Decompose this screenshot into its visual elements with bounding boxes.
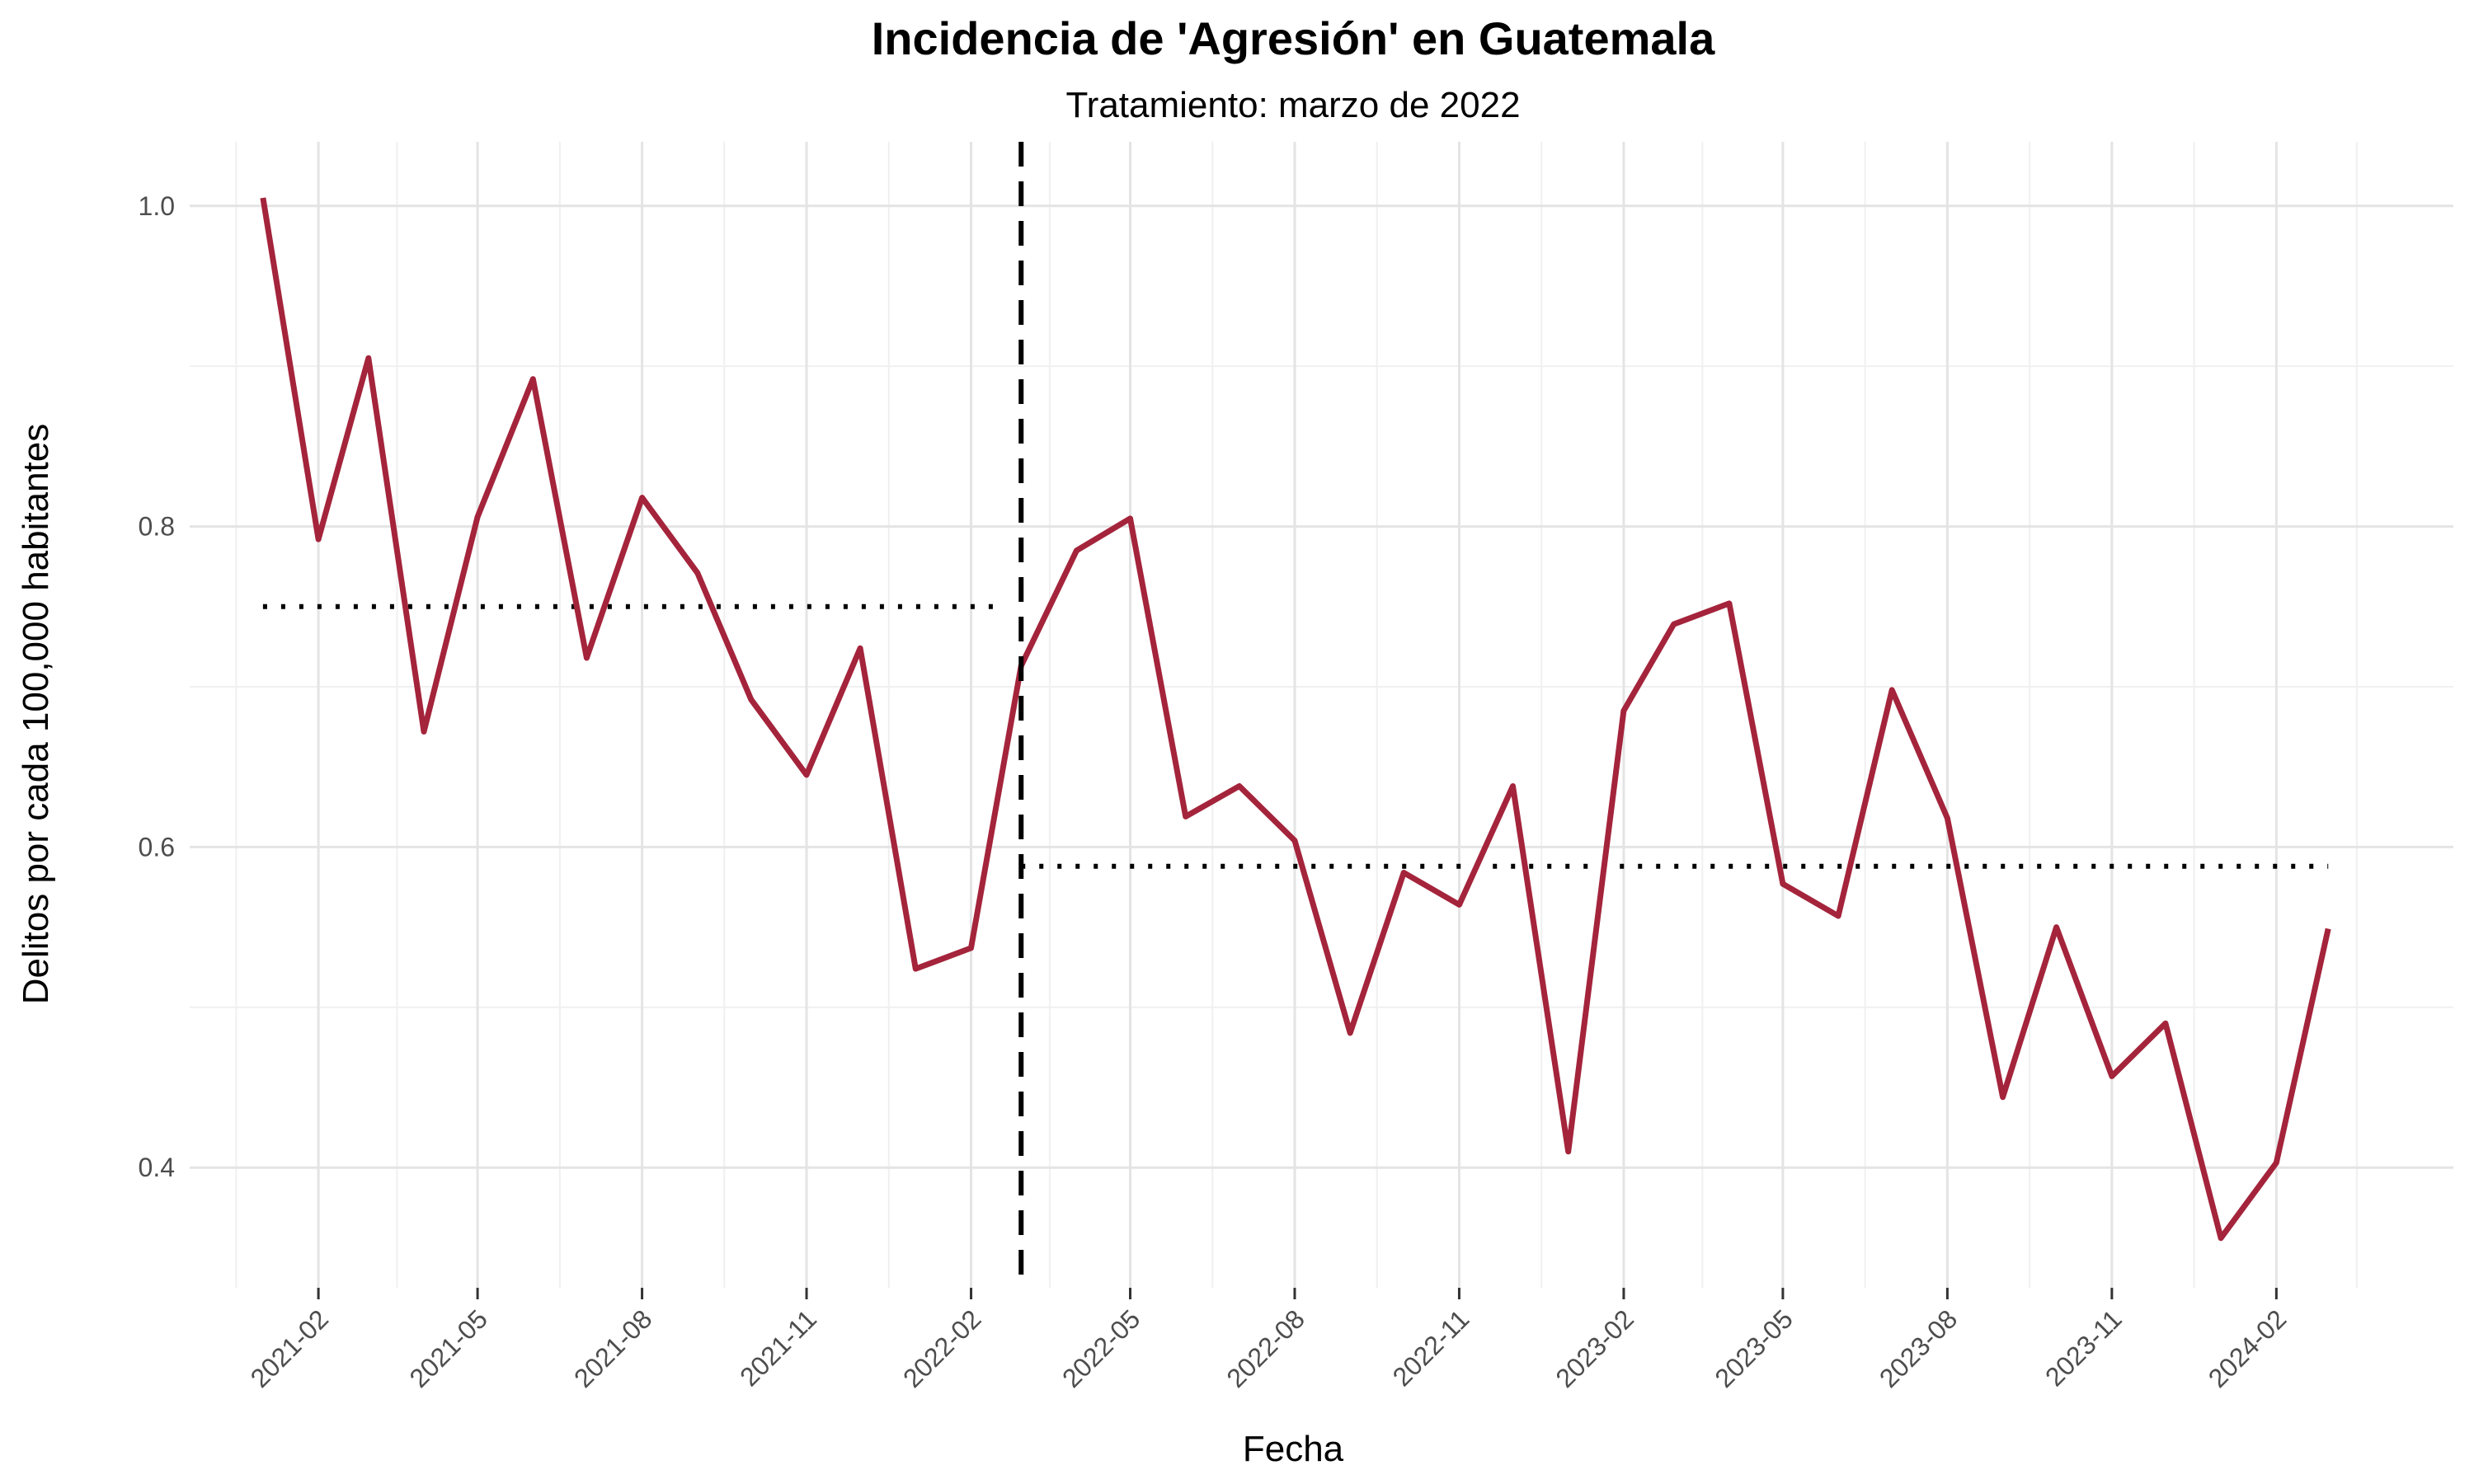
x-tick-label: 2023-02: [1550, 1303, 1639, 1392]
chart-title: Incidencia de 'Agresión' en Guatemala: [872, 12, 1715, 64]
x-tick-label: 2024-02: [2203, 1303, 2292, 1392]
x-tick-label: 2023-11: [2039, 1303, 2128, 1392]
chart-subtitle: Tratamiento: marzo de 2022: [1065, 85, 1520, 125]
y-tick-label: 0.6: [139, 832, 175, 862]
major-gridlines: [190, 142, 2453, 1288]
x-tick-label: 2023-05: [1709, 1303, 1798, 1392]
x-axis-title: Fecha: [1243, 1429, 1344, 1469]
y-tick-labels: 0.4 0.6 0.8 1.0: [139, 191, 175, 1182]
y-axis-title: Delitos por cada 100,000 habitantes: [16, 424, 56, 1005]
x-tick-label: 2021-11: [734, 1303, 822, 1392]
y-tick-label: 0.4: [139, 1153, 175, 1182]
x-tick-labels: 2021-02 2021-05 2021-08 2021-11 2022-02 2022-…: [245, 1288, 2292, 1393]
x-tick-label: 2021-02: [245, 1303, 334, 1392]
minor-gridlines: [190, 142, 2453, 1288]
mean-lines: [262, 603, 2329, 869]
y-tick-label: 0.8: [139, 512, 175, 542]
x-tick-label: 2021-05: [404, 1303, 493, 1392]
x-tick-label: 2022-02: [897, 1303, 986, 1392]
x-tick-label: 2021-08: [568, 1303, 657, 1392]
y-tick-label: 1.0: [139, 191, 175, 221]
x-tick-label: 2022-05: [1056, 1303, 1145, 1392]
x-tick-label: 2022-08: [1221, 1303, 1310, 1392]
x-tick-label: 2023-08: [1874, 1303, 1963, 1392]
x-tick-label: 2022-11: [1387, 1303, 1475, 1392]
